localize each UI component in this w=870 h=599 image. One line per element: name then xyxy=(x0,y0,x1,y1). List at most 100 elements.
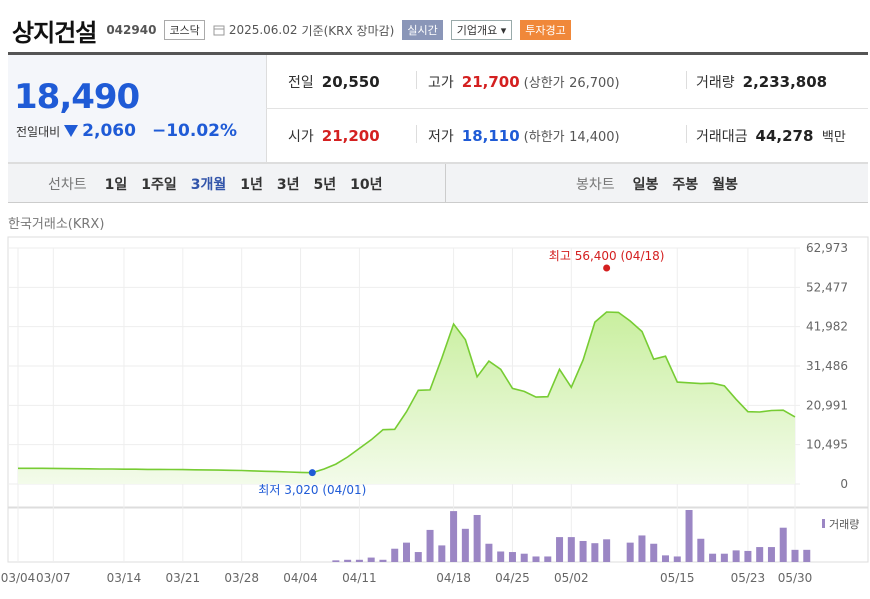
x-tick-label: 04/11 xyxy=(342,571,377,585)
lower-limit-value: 14,400) xyxy=(569,130,620,145)
upper-limit-value: 26,700) xyxy=(569,76,620,91)
price-box: 18,490 전일대비 2,060 −10.02% xyxy=(8,55,267,162)
volume-bar xyxy=(391,548,399,562)
volume-bar xyxy=(344,559,352,562)
price-area xyxy=(18,312,795,484)
x-tick-label: 04/18 xyxy=(436,571,471,585)
investment-warning-badge[interactable]: 투자경고 xyxy=(520,20,571,40)
line-chart-label: 선차트 xyxy=(48,177,87,193)
realtime-button[interactable]: 실시간 xyxy=(402,20,443,40)
x-tick-label: 03/14 xyxy=(107,571,142,585)
change-label: 전일대비 xyxy=(16,124,61,139)
quote-date: 2025.06.02 기준(KRX 장마감) xyxy=(213,22,395,39)
quote-row-1: 전일 20,550 고가 21,700 (상한가 26,700) 거래량 2,233,8… xyxy=(266,55,868,109)
price-line xyxy=(18,311,796,474)
amount-value: 44,278 xyxy=(755,127,814,145)
volume-bar xyxy=(626,542,634,562)
company-overview-label: 기업개요 xyxy=(456,24,498,37)
tab-3m[interactable]: 3개월 xyxy=(190,177,227,193)
tab-1d[interactable]: 1일 xyxy=(104,177,128,193)
amount-unit: 백만 xyxy=(821,130,846,145)
date-text: 2025.06.02 xyxy=(228,23,298,37)
volume-bar xyxy=(426,529,434,562)
volume-bar xyxy=(697,538,705,562)
quote-row-2: 시가 21,200 저가 18,110 (하한가 14,400) 거래대금 44,278… xyxy=(266,109,868,162)
x-tick-label: 05/30 xyxy=(778,571,813,585)
tab-1w[interactable]: 1주일 xyxy=(141,177,177,193)
volume-bar xyxy=(720,553,728,562)
tab-monthly[interactable]: 월봉 xyxy=(712,177,738,193)
open-price: 시가 21,200 xyxy=(288,126,380,146)
chart-frame xyxy=(7,236,869,508)
volume-bar xyxy=(461,528,469,562)
min-marker xyxy=(308,469,316,477)
volume-bar xyxy=(673,556,681,562)
high-label: 고가 xyxy=(428,75,454,91)
volume-bar xyxy=(732,550,740,562)
x-tick-label: 03/28 xyxy=(224,571,259,585)
tabs-divider xyxy=(445,164,446,202)
volume-bar xyxy=(414,552,422,562)
volume-bar xyxy=(544,556,552,562)
divider xyxy=(416,125,417,143)
volume-bar xyxy=(532,556,540,562)
calendar-icon xyxy=(213,25,225,36)
upper-limit-label: (상한가 xyxy=(523,76,565,91)
volume-bar xyxy=(485,543,493,562)
x-tick-label: 04/25 xyxy=(495,571,530,585)
prev-close-value: 20,550 xyxy=(321,73,380,91)
divider xyxy=(416,71,417,89)
volume-bar xyxy=(403,542,410,562)
y-tick-label: 0 xyxy=(840,477,848,491)
prev-close: 전일 20,550 xyxy=(288,72,380,92)
prev-close-label: 전일 xyxy=(288,75,314,91)
quote-panel: 18,490 전일대비 2,060 −10.02% 전일 20,550 고가 21,… xyxy=(8,55,868,163)
volume-bar xyxy=(803,549,811,562)
volume-bar xyxy=(438,545,446,562)
volume-legend-swatch xyxy=(822,519,825,528)
divider xyxy=(686,125,687,143)
y-tick-label: 52,477 xyxy=(806,280,848,294)
tab-3y[interactable]: 3년 xyxy=(276,177,300,193)
y-tick-label: 10,495 xyxy=(806,438,848,452)
volume-bar xyxy=(332,560,340,562)
x-tick-label: 03/07 xyxy=(36,571,71,585)
tab-5y[interactable]: 5년 xyxy=(313,177,337,193)
y-tick-label: 20,991 xyxy=(806,398,848,412)
tab-10y[interactable]: 10년 xyxy=(350,177,383,193)
volume-legend: 거래량 xyxy=(829,518,859,531)
volume-bar xyxy=(767,547,775,562)
header-divider xyxy=(8,52,868,55)
y-tick-label: 41,982 xyxy=(806,320,848,334)
tab-daily[interactable]: 일봉 xyxy=(632,177,659,193)
volume-bar xyxy=(355,559,363,562)
stock-name: 상지건설 xyxy=(12,18,97,47)
volume-value: 2,233,808 xyxy=(742,73,828,91)
y-tick-label: 62,973 xyxy=(806,241,848,255)
volume-bar xyxy=(579,540,587,562)
tab-1y[interactable]: 1년 xyxy=(240,177,263,193)
volume-bar xyxy=(591,543,599,562)
y-tick-label: 31,486 xyxy=(806,359,848,373)
tab-weekly[interactable]: 주봉 xyxy=(672,177,699,193)
volume-bar xyxy=(709,553,717,562)
price-change: 전일대비 2,060 −10.02% xyxy=(16,121,237,141)
volume-bar xyxy=(650,543,658,562)
low-label: 저가 xyxy=(428,129,454,145)
high-value: 21,700 xyxy=(461,73,520,91)
volume-bar xyxy=(744,550,752,562)
change-value: 2,060 xyxy=(82,121,136,141)
basis-text: 기준(KRX 장마감) xyxy=(301,23,395,38)
current-price: 18,490 xyxy=(14,77,140,117)
open-label: 시가 xyxy=(288,129,314,145)
volume-bar xyxy=(450,511,458,562)
data-source: 한국거래소(KRX) xyxy=(8,217,105,232)
stock-header: 상지건설 042940 코스닥 2025.06.02 기준(KRX 장마감) 실… xyxy=(12,12,571,48)
volume-frame xyxy=(7,507,869,563)
max-marker xyxy=(603,264,611,272)
company-overview-button[interactable]: 기업개요 ▾ xyxy=(450,20,513,40)
amount-label: 거래대금 xyxy=(696,129,748,145)
trade-amount: 거래대금 44,278 백만 xyxy=(696,126,846,146)
volume-bar xyxy=(779,527,787,562)
